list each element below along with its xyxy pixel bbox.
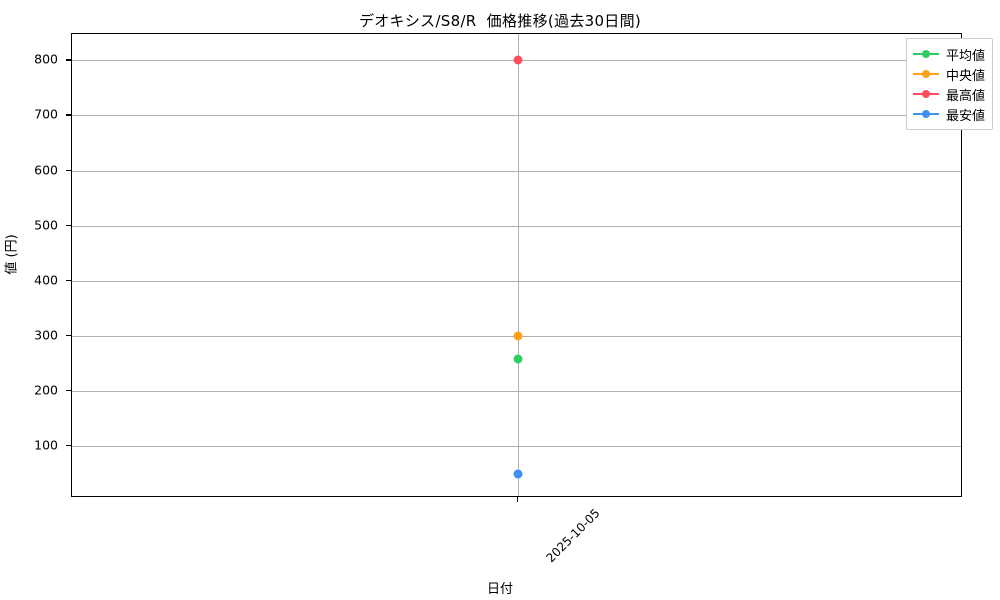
legend-marker-icon <box>912 68 939 80</box>
y-axis-tick-labels: 100 200 300 400 500 600 700 800 <box>0 33 66 497</box>
y-axis-tick-mark <box>66 59 71 61</box>
gridline-vertical <box>517 34 519 496</box>
data-point-中央値 <box>513 331 522 341</box>
data-point-最安値 <box>513 469 522 479</box>
legend-marker-icon <box>912 88 939 100</box>
y-axis-tick-marks <box>66 33 71 497</box>
y-axis-tick-label: 300 <box>34 327 58 343</box>
gridline-horizontal <box>72 225 961 227</box>
y-axis-tick-label: 400 <box>34 272 58 288</box>
y-axis-tick-label: 500 <box>34 217 58 233</box>
gridline-horizontal <box>72 170 961 172</box>
legend-marker-icon <box>912 48 939 60</box>
y-axis-tick-mark <box>66 224 71 226</box>
legend-item-label: 平均値 <box>945 48 985 64</box>
y-axis-tick-mark <box>66 334 71 336</box>
y-axis-tick-label: 600 <box>34 162 58 177</box>
legend-item-label: 中央値 <box>945 68 985 84</box>
x-axis-tick-mark <box>516 497 518 502</box>
y-axis-tick-label: 800 <box>34 51 58 67</box>
legend-marker-icon <box>912 108 939 120</box>
gridline-horizontal <box>72 115 961 117</box>
y-axis-tick-mark <box>66 169 71 171</box>
y-axis-tick-mark <box>66 389 71 391</box>
legend-item[interactable]: 中央値 <box>912 64 985 84</box>
y-axis-tick-mark <box>66 279 71 281</box>
data-point-最高値 <box>513 55 522 65</box>
y-axis-tick-mark <box>66 114 71 116</box>
y-axis-tick-label: 200 <box>34 382 58 398</box>
legend-item-label: 最高値 <box>945 88 985 104</box>
y-axis-tick-mark <box>66 444 71 446</box>
y-axis-title: 値 (円) <box>4 234 20 275</box>
legend-item-label: 最安値 <box>945 108 985 124</box>
gridline-horizontal <box>72 445 961 447</box>
y-axis-tick-label: 100 <box>34 437 58 453</box>
x-axis-tick-label: 2025-10-05 <box>542 506 603 566</box>
legend-item[interactable]: 最安値 <box>912 104 985 124</box>
chart-title: デオキシス/S8/R 価格推移(過去30日間) <box>358 12 642 30</box>
legend-item[interactable]: 最高値 <box>912 84 985 104</box>
gridline-horizontal <box>72 390 961 392</box>
data-point-平均値 <box>513 354 522 364</box>
legend-item[interactable]: 平均値 <box>912 44 985 64</box>
chart-legend: 平均値中央値最高値最安値 <box>905 38 993 130</box>
plot-area <box>71 33 962 497</box>
gridline-horizontal <box>72 280 961 282</box>
y-axis-tick-label: 700 <box>34 106 58 122</box>
x-axis-title: 日付 <box>486 582 513 597</box>
